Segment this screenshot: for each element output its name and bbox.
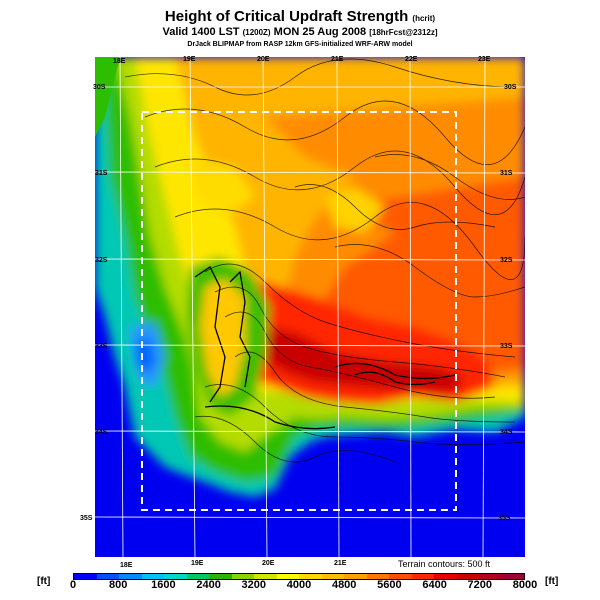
lat-label-left: 33S: [95, 343, 108, 350]
colorbar-swatch: [456, 574, 479, 579]
lon-label-top: 20E: [257, 56, 270, 63]
lon-label-bottom: 20E: [262, 560, 275, 567]
valid-time-line: Valid 1400 LST (1200Z) MON 25 Aug 2008 […: [0, 26, 600, 38]
colorbar: [73, 573, 525, 580]
valid-date: MON 25 Aug 2008: [273, 26, 367, 38]
colorbar-swatch: [434, 574, 457, 579]
lat-label-right: 31S: [500, 170, 513, 177]
lat-label-left: 34S: [95, 429, 108, 436]
lat-label-left: 30S: [93, 84, 106, 91]
lon-label-top: 19E: [183, 56, 196, 63]
terrain-contours: [124, 58, 525, 463]
colorbar-swatch: [366, 574, 389, 579]
title-unit: (hcrit): [412, 14, 436, 23]
colorbar-unit-left: [ft]: [37, 576, 51, 587]
colorbar-swatch: [389, 574, 412, 579]
northwest-land: [95, 57, 120, 137]
colorbar-tick-label: 4800: [331, 579, 357, 591]
colorbar-tick-label: 800: [109, 579, 128, 591]
terrain-contour-note: Terrain contours: 500 ft: [398, 559, 491, 569]
valid-label: Valid 1400 LST: [162, 26, 240, 38]
utc-time: (1200Z): [242, 28, 271, 37]
lon-label-top: 18E: [113, 58, 126, 65]
colorbar-swatch: [411, 574, 434, 579]
colorbar-swatch: [96, 574, 119, 579]
lon-label-bottom: 19E: [191, 560, 204, 567]
lat-label-right: 32S: [500, 257, 513, 264]
lat-label-right: 30S: [504, 84, 517, 91]
lon-label-bottom: 18E: [120, 562, 133, 569]
colorbar-swatch: [321, 574, 344, 579]
colorbar-swatch: [276, 574, 299, 579]
colorbar-tick-label: 0: [69, 579, 77, 591]
colorbar-unit-right: [ft]: [545, 576, 559, 587]
colorbar-swatch: [164, 574, 187, 579]
lat-label-right: 33S: [500, 343, 513, 350]
colorbar-swatch: [254, 574, 277, 579]
colorbar-swatch: [186, 574, 209, 579]
terrain-contours-major: [194, 266, 456, 430]
colorbar-swatch: [479, 574, 502, 579]
lat-lon-grid: [95, 57, 525, 557]
lon-label-top: 21E: [331, 56, 344, 63]
colorbar-swatch: [74, 574, 97, 579]
forecast-map: [95, 57, 525, 557]
lat-label-right: 35S: [498, 515, 511, 522]
lat-label-right: 34S: [500, 429, 513, 436]
colorbar-swatch: [209, 574, 232, 579]
lat-label-left: 32S: [95, 257, 108, 264]
colorbar-tick-label: 2400: [196, 579, 221, 591]
lon-label-top: 22E: [405, 56, 418, 63]
colorbar-tick-label: 3200: [241, 579, 267, 591]
lat-label-left: 35S: [80, 515, 93, 522]
forecast-info: [18hrFcst@2312z]: [369, 28, 438, 37]
colorbar-tick-label: 7200: [467, 579, 493, 591]
lon-label-top: 23E: [478, 56, 491, 63]
colorbar-tick-label: 1600: [151, 579, 176, 591]
hcrit-field: [95, 57, 525, 497]
lon-label-bottom: 21E: [334, 560, 347, 567]
colorbar-swatch: [119, 574, 142, 579]
colorbar-swatch: [344, 574, 367, 579]
colorbar-tick-label: 5600: [377, 579, 402, 591]
colorbar-tick-label: 8000: [512, 579, 538, 591]
colorbar-swatch: [501, 574, 524, 579]
map-title: Height of Critical Updraft Strength (hcr…: [0, 8, 600, 27]
colorbar-swatch: [299, 574, 322, 579]
colorbar-tick-label: 4000: [286, 579, 312, 591]
colorbar-swatch: [231, 574, 254, 579]
colorbar-tick-label: 6400: [422, 579, 447, 591]
model-credit: DrJack BLIPMAP from RASP 12km GFS-initia…: [187, 41, 413, 48]
colorbar-swatch: [141, 574, 164, 579]
title-text: Height of Critical Updraft Strength: [164, 8, 409, 25]
lat-label-left: 31S: [95, 170, 108, 177]
inner-domain-box: [141, 111, 457, 511]
